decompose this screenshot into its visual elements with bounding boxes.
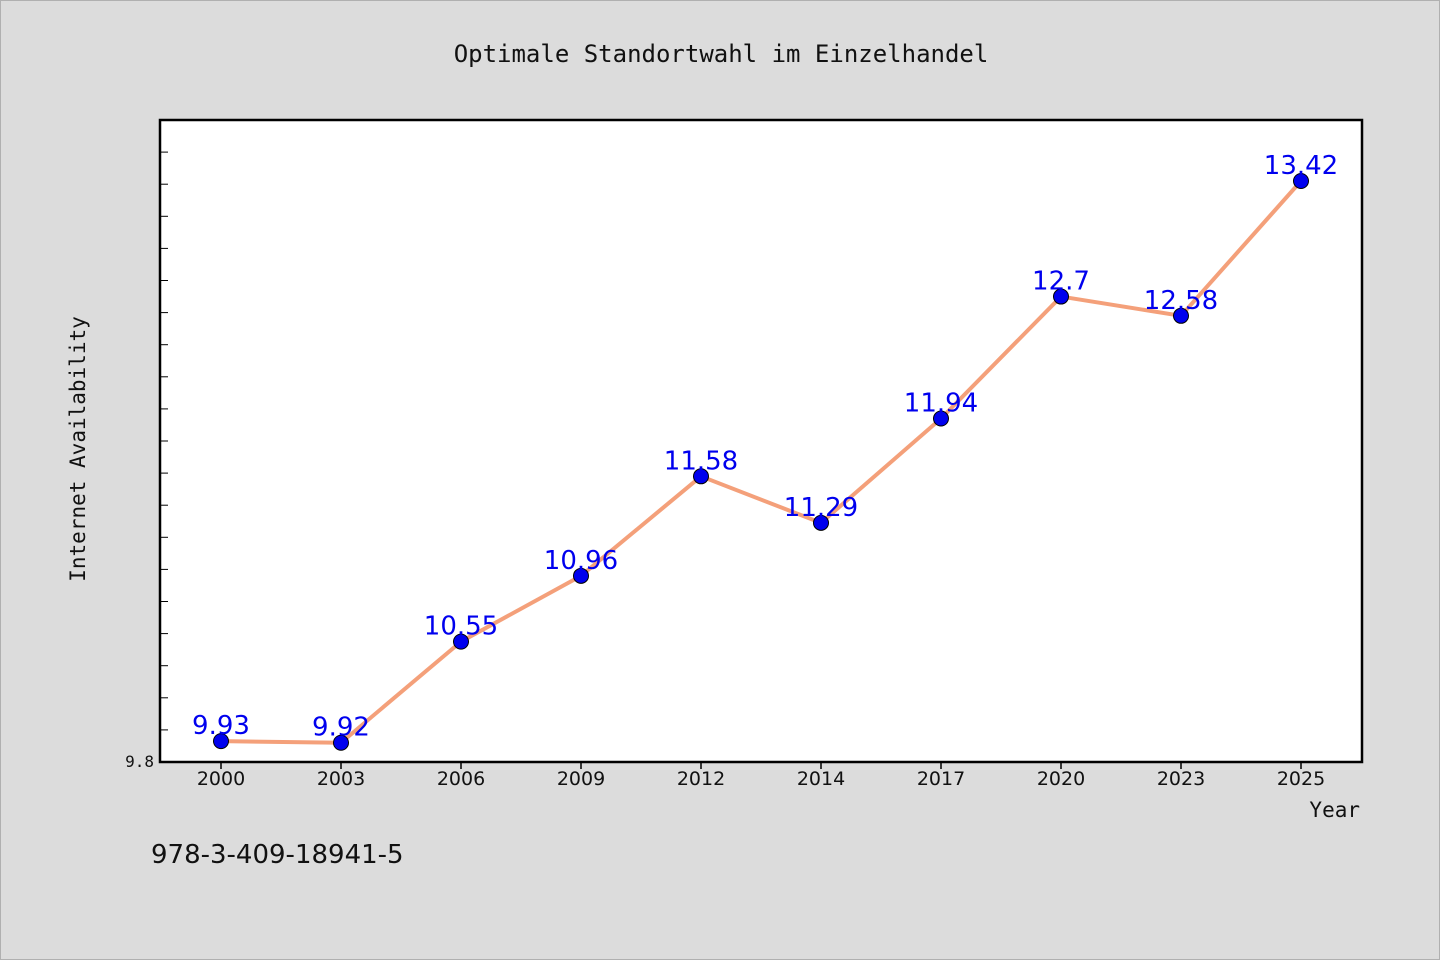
series-line bbox=[219, 178, 1303, 745]
x-tick-label: 2017 bbox=[917, 768, 965, 790]
series-layer bbox=[219, 178, 1303, 745]
x-tick-label: 2003 bbox=[317, 768, 365, 790]
data-label: 12.58 bbox=[1144, 286, 1218, 316]
data-point bbox=[1293, 172, 1309, 189]
data-point bbox=[813, 514, 829, 531]
data-label: 13.42 bbox=[1264, 151, 1338, 181]
x-axis-label: Year bbox=[1309, 798, 1360, 822]
x-tick-label: 2000 bbox=[197, 768, 245, 790]
data-label: 10.96 bbox=[544, 546, 618, 576]
data-label-layer: 9.93 9.92 10.55 10.96 11.58 11.29 11.94 12.7 12.… bbox=[192, 151, 1338, 743]
data-point bbox=[693, 468, 709, 485]
marker-layer bbox=[213, 172, 1309, 751]
x-tick-label: 2020 bbox=[1037, 768, 1085, 790]
y-axis-label: Internet Availability bbox=[66, 316, 90, 582]
x-tick-label: 2012 bbox=[677, 768, 725, 790]
chart-title: Optimale Standortwahl im Einzelhandel bbox=[454, 40, 989, 68]
isbn-text: 978-3-409-18941-5 bbox=[151, 840, 404, 870]
data-label: 9.92 bbox=[312, 713, 370, 743]
x-tick-label: 2006 bbox=[437, 768, 485, 790]
x-tick-label: 2009 bbox=[557, 768, 605, 790]
data-point bbox=[573, 567, 589, 584]
plot-area bbox=[158, 118, 1364, 764]
data-label: 12.7 bbox=[1032, 267, 1090, 297]
data-label: 11.58 bbox=[664, 446, 738, 476]
data-point bbox=[333, 734, 349, 751]
x-tick-label: 2023 bbox=[1157, 768, 1205, 790]
data-point bbox=[213, 733, 229, 750]
x-tick-label: 2025 bbox=[1277, 768, 1325, 790]
y-axis-minor-ticks bbox=[160, 151, 168, 731]
data-point bbox=[1173, 307, 1189, 324]
y-tick-label: 9.8 bbox=[125, 752, 154, 771]
data-point bbox=[453, 633, 469, 650]
data-label: 11.29 bbox=[784, 493, 858, 523]
x-tick-label: 2014 bbox=[797, 768, 845, 790]
data-label: 9.93 bbox=[192, 711, 250, 741]
data-point bbox=[1053, 288, 1069, 305]
data-point bbox=[933, 410, 949, 427]
x-axis: 2000 2003 2006 2009 2012 2014 2017 2020 2023 2025 bbox=[197, 762, 1325, 790]
data-label: 10.55 bbox=[424, 612, 498, 642]
data-label: 11.94 bbox=[904, 389, 978, 419]
